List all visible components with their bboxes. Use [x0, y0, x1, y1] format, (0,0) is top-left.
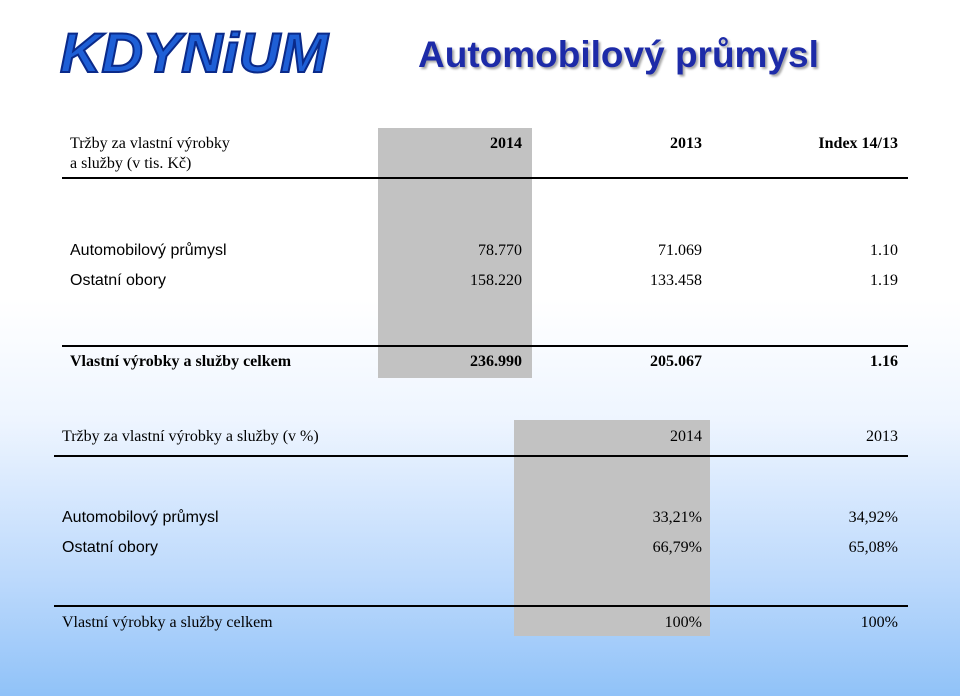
table1-total-2013: 205.067	[650, 353, 702, 370]
table1-total-label: Vlastní výrobky a služby celkem	[70, 353, 292, 370]
table2-row-other-label: Ostatní obory	[62, 539, 159, 556]
table2-row-auto-2013: 34,92%	[848, 509, 898, 526]
table1-row-other-label: Ostatní obory	[70, 272, 167, 289]
table2-row-auto-label: Automobilový průmysl	[62, 509, 219, 526]
logo-text: KDYNiUM	[60, 21, 329, 84]
highlight-column-2014	[378, 128, 532, 378]
table2-header-label: Tržby za vlastní výrobky a služby (v %)	[62, 428, 319, 445]
table2-total-2013: 100%	[860, 614, 898, 631]
highlight-column-2014-percent	[514, 420, 710, 636]
page-title: Automobilový průmysl	[418, 34, 819, 75]
table1-total-2014: 236.990	[470, 353, 522, 370]
table1-total-index: 1.16	[870, 353, 898, 370]
table1-row-auto-label: Automobilový průmysl	[70, 242, 227, 259]
table1-header-rule	[62, 177, 908, 179]
table2-row-other-2014: 66,79%	[652, 539, 702, 556]
table1-col-2014: 2014	[490, 135, 522, 152]
table1-row-auto-2014: 78.770	[478, 242, 522, 259]
table1-total-rule	[62, 345, 908, 347]
table2-total-2014: 100%	[664, 614, 702, 631]
table2-total-rule	[54, 605, 908, 607]
table2-col-2014: 2014	[670, 428, 702, 445]
table1-row-auto-index: 1.10	[870, 242, 898, 259]
table2-row-other-2013: 65,08%	[848, 539, 898, 556]
table2-col-2013: 2013	[866, 428, 898, 445]
table1-header-label-line1: Tržby za vlastní výrobky	[70, 135, 230, 152]
table1-col-2013: 2013	[670, 135, 702, 152]
table2-header-rule	[54, 455, 908, 457]
table2-total-label: Vlastní výrobky a služby celkem	[62, 614, 273, 631]
table1-row-other-index: 1.19	[870, 272, 898, 289]
table1-col-index: Index 14/13	[818, 135, 898, 152]
table1-header-label-line2: a služby (v tis. Kč)	[70, 155, 192, 172]
table1-row-other-2013: 133.458	[650, 272, 702, 289]
table1-row-auto-2013: 71.069	[658, 242, 702, 259]
table2-row-auto-2014: 33,21%	[652, 509, 702, 526]
kdynium-logo: KDYNiUM	[59, 20, 330, 84]
table1-row-other-2014: 158.220	[470, 272, 522, 289]
